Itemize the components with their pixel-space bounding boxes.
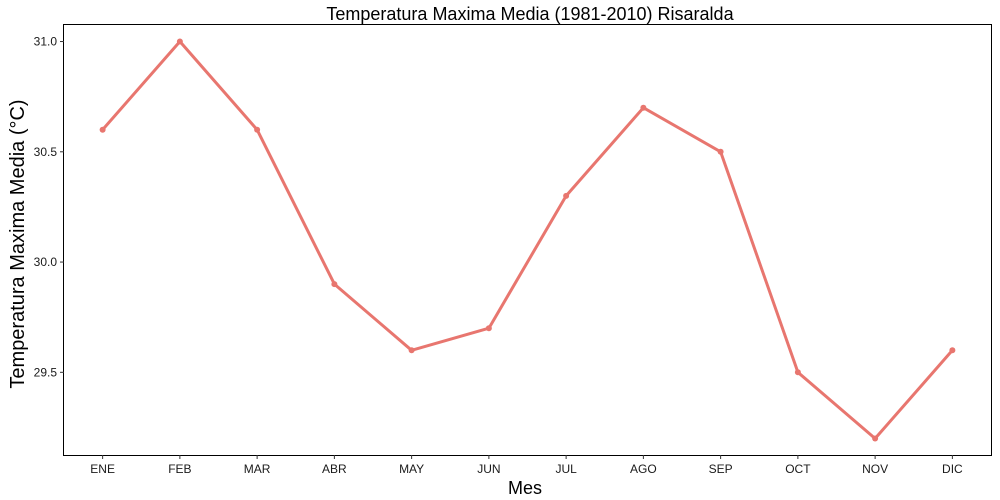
plot-frame	[63, 24, 992, 456]
data-point	[176, 38, 183, 45]
data-point	[794, 369, 801, 376]
x-tick-label: DIC	[942, 462, 963, 476]
y-axis: 29.5 30.0 30.5 31.0	[34, 35, 64, 379]
x-axis-title: Mes	[508, 478, 542, 498]
x-tick-label: MAR	[244, 462, 271, 476]
x-axis: ENE FEB MAR ABR MAY JUN JUL AGO SEP OCT NOV DIC	[90, 455, 963, 476]
y-tick-label: 30.5	[34, 145, 58, 159]
x-tick-label: SEP	[709, 462, 733, 476]
data-point	[563, 192, 570, 199]
series-layer	[99, 38, 956, 442]
y-tick-label: 30.0	[34, 255, 58, 269]
x-tick-label: JUN	[477, 462, 500, 476]
data-point	[872, 435, 879, 442]
data-point	[331, 281, 338, 288]
y-tick-label: 31.0	[34, 35, 58, 49]
x-tick-label: NOV	[862, 462, 888, 476]
data-point	[408, 347, 415, 354]
x-tick-label: MAY	[399, 462, 424, 476]
data-point	[949, 347, 956, 354]
x-tick-label: FEB	[168, 462, 191, 476]
y-tick-label: 29.5	[34, 365, 58, 379]
data-point	[254, 126, 261, 133]
data-point	[640, 104, 647, 111]
x-tick-label: JUL	[555, 462, 577, 476]
chart-title: Temperatura Maxima Media (1981-2010) Ris…	[326, 4, 734, 24]
series-line	[101, 40, 954, 440]
data-point	[485, 325, 492, 332]
x-tick-label: OCT	[785, 462, 811, 476]
data-point	[99, 126, 106, 133]
x-tick-label: ABR	[322, 462, 347, 476]
x-tick-label: AGO	[630, 462, 657, 476]
x-tick-label: ENE	[90, 462, 115, 476]
y-axis-title: Temperatura Maxima Media (°C)	[7, 99, 29, 388]
data-point	[717, 148, 724, 155]
